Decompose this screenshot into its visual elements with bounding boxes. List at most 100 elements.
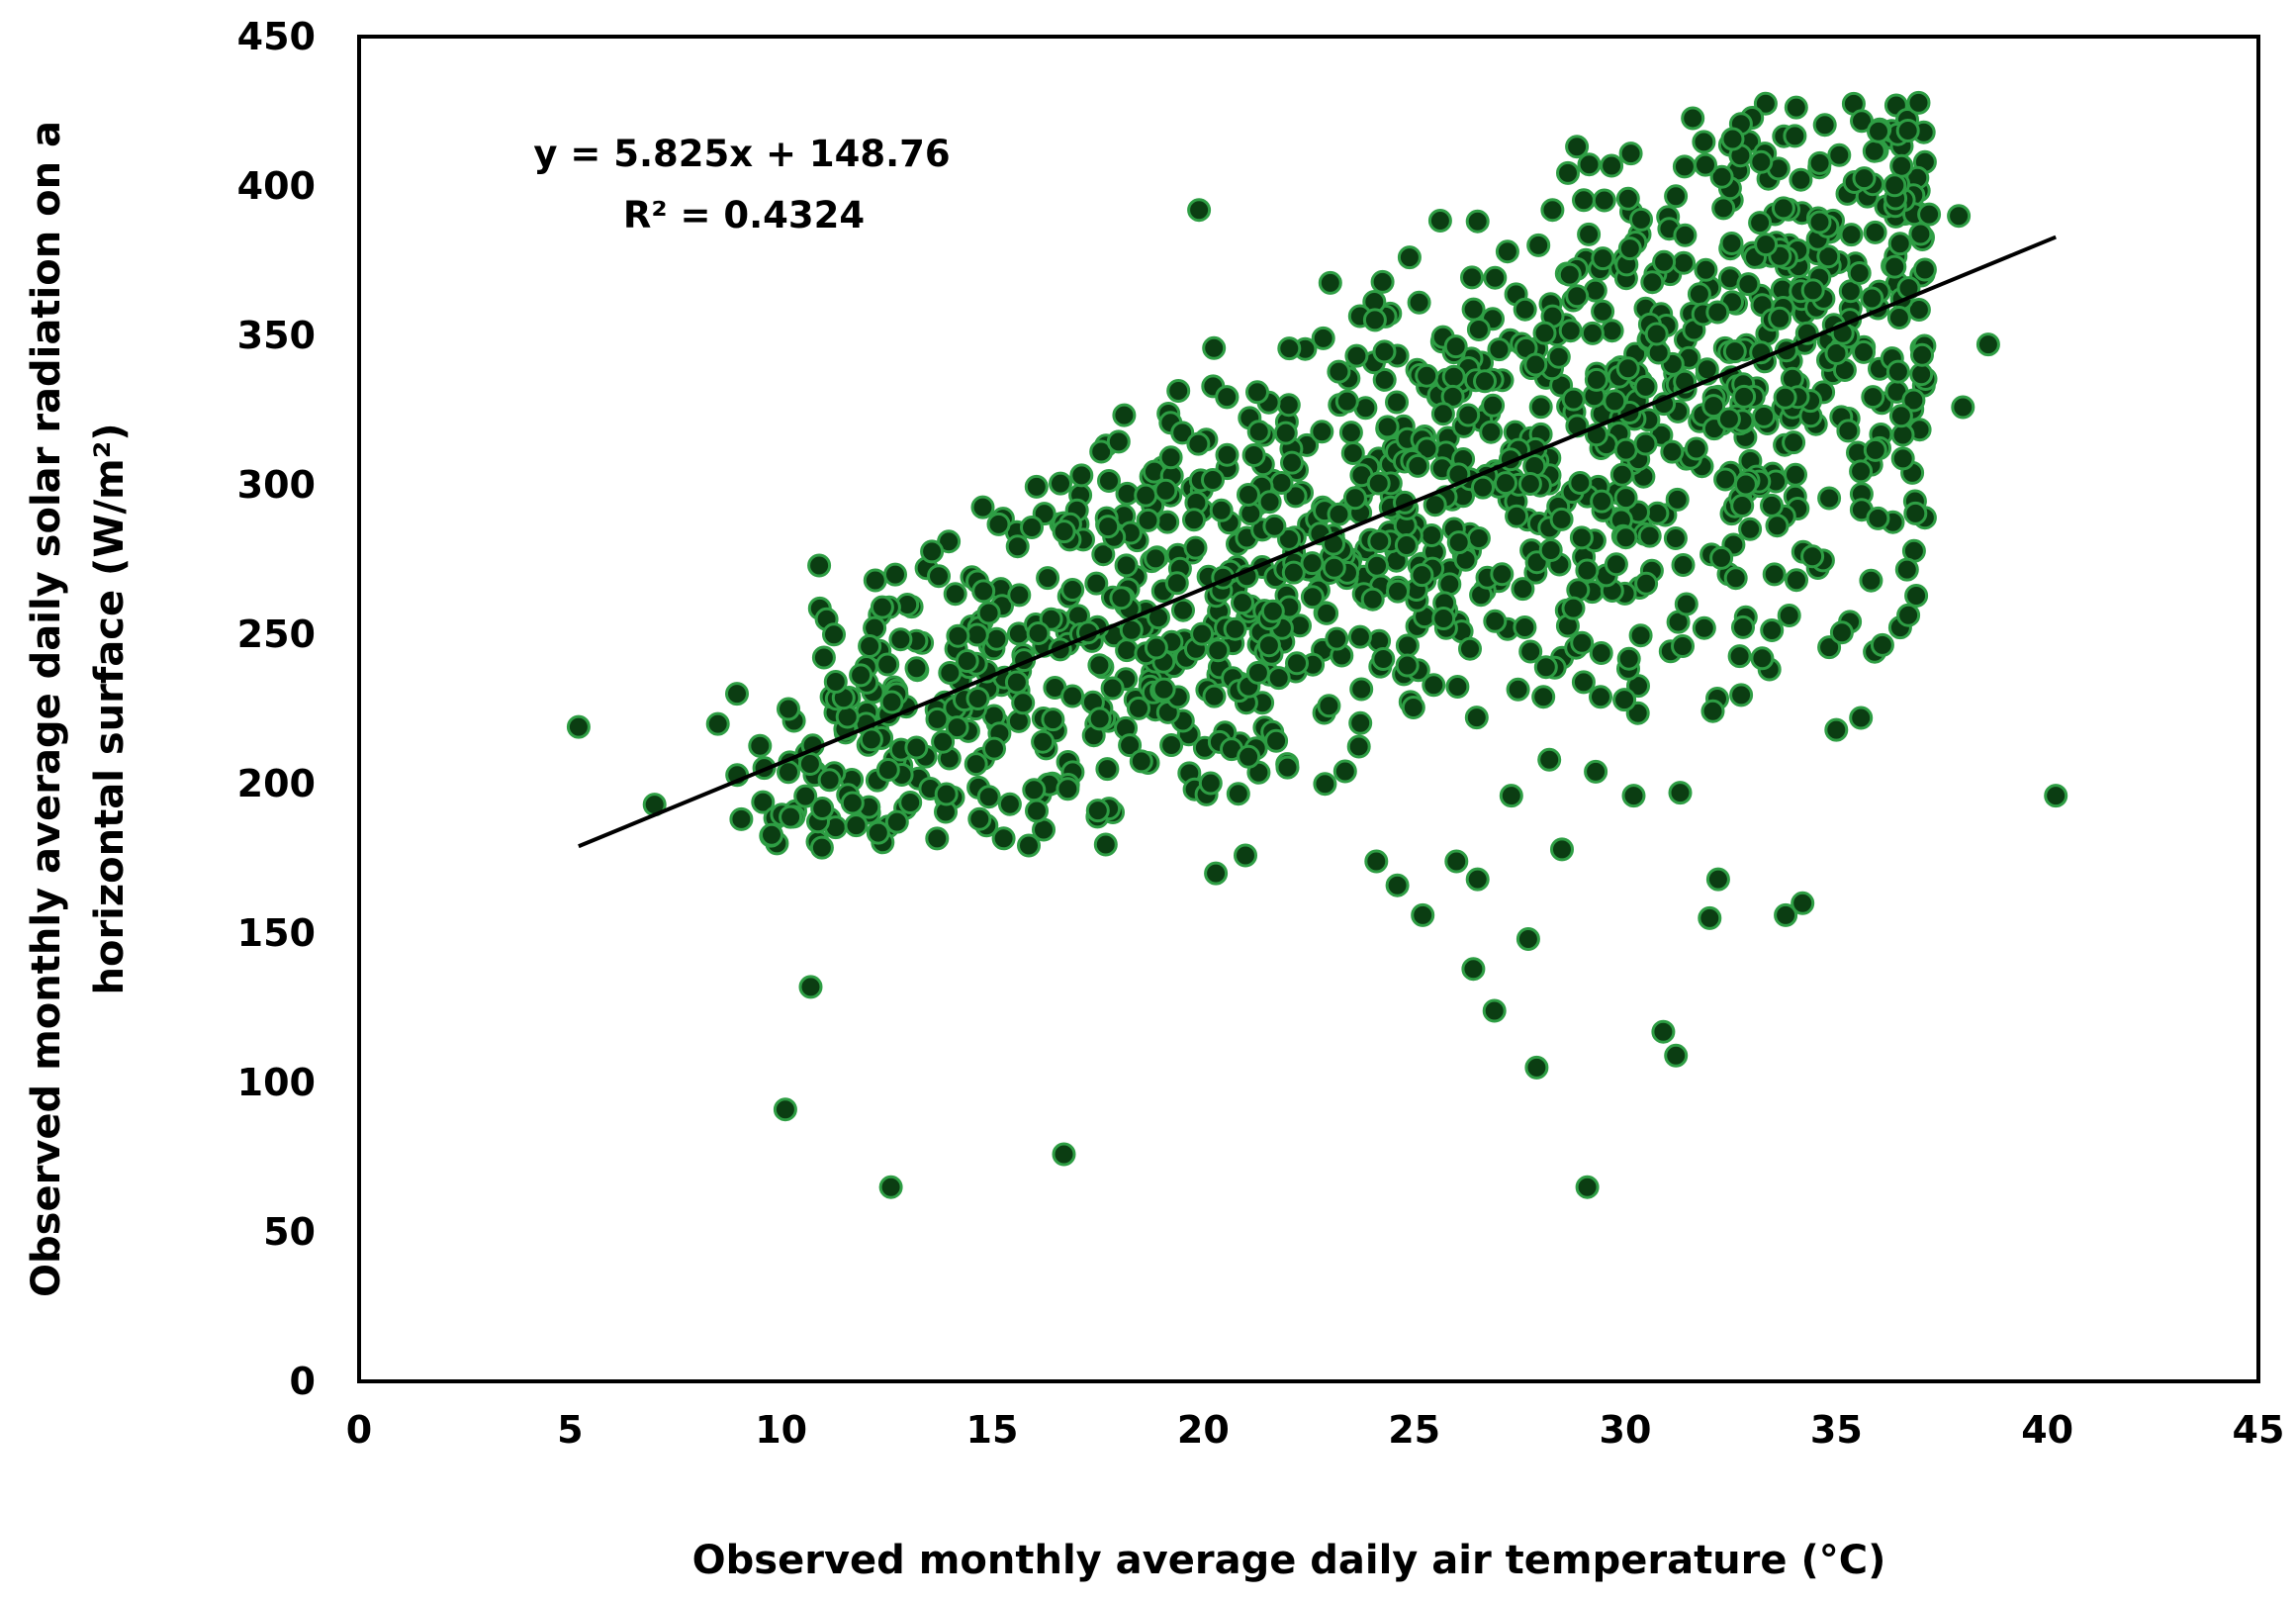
- data-point: [1215, 442, 1240, 467]
- data-point: [1087, 653, 1112, 678]
- data-point: [1716, 407, 1741, 431]
- data-point: [1782, 430, 1806, 455]
- data-point: [725, 682, 749, 707]
- data-point: [1300, 551, 1325, 576]
- data-point: [1752, 404, 1777, 428]
- data-point: [1322, 555, 1346, 580]
- data-point: [1479, 420, 1504, 444]
- data-point: [1204, 861, 1229, 886]
- data-point: [1017, 833, 1041, 858]
- data-point: [920, 539, 945, 564]
- data-point: [1660, 439, 1685, 464]
- data-point: [1584, 367, 1608, 392]
- data-point: [1754, 233, 1779, 257]
- data-point: [1371, 647, 1396, 671]
- data-point: [1600, 319, 1624, 343]
- data-point: [1870, 632, 1894, 657]
- data-point: [1705, 300, 1730, 325]
- data-point: [1895, 119, 1920, 142]
- data-point: [1397, 245, 1422, 270]
- data-point: [1456, 403, 1481, 427]
- y-tick-label: 200: [237, 762, 316, 805]
- data-point: [991, 826, 1016, 851]
- data-point: [1115, 638, 1140, 663]
- data-point: [1549, 507, 1574, 531]
- data-point: [997, 792, 1022, 816]
- data-point: [1375, 415, 1400, 439]
- data-point: [970, 495, 995, 519]
- data-point: [1580, 321, 1605, 345]
- data-point: [986, 512, 1011, 536]
- data-point: [1515, 927, 1540, 951]
- data-point: [1807, 210, 1832, 235]
- data-points: [566, 90, 2068, 1199]
- data-point: [1575, 1175, 1600, 1199]
- data-point: [1589, 641, 1613, 665]
- data-point: [1202, 335, 1227, 360]
- data-point: [1951, 395, 1975, 420]
- y-axis-title-line-1: Observed monthly average daily solar rad…: [24, 121, 69, 1297]
- data-point: [748, 733, 773, 758]
- data-point: [822, 622, 846, 647]
- data-point: [1901, 388, 1926, 413]
- data-point: [1645, 501, 1670, 525]
- data-point: [1852, 339, 1876, 364]
- data-point: [1592, 188, 1616, 213]
- data-point: [1546, 344, 1571, 369]
- data-point: [1589, 685, 1612, 709]
- data-point: [1473, 369, 1497, 394]
- data-point: [1908, 222, 1933, 246]
- data-point: [1052, 519, 1076, 544]
- data-point: [1499, 784, 1523, 808]
- data-point: [1668, 781, 1693, 805]
- data-point: [1385, 390, 1409, 415]
- data-point: [1340, 441, 1365, 465]
- x-tick-label: 45: [2233, 1408, 2285, 1452]
- data-point: [1186, 431, 1211, 456]
- data-point: [1888, 404, 1913, 428]
- y-tick-label: 400: [237, 164, 316, 208]
- data-point: [1713, 467, 1738, 492]
- data-point: [779, 804, 803, 829]
- data-point: [1415, 363, 1439, 388]
- data-point: [1784, 95, 1808, 120]
- data-point: [1600, 153, 1624, 178]
- data-point: [1406, 453, 1430, 478]
- data-point: [1824, 717, 1849, 742]
- data-point: [1561, 387, 1586, 412]
- data-point: [1487, 337, 1512, 362]
- data-point: [1441, 364, 1466, 389]
- data-point: [1533, 655, 1558, 680]
- data-point: [878, 1175, 903, 1199]
- data-point: [1561, 596, 1586, 620]
- data-point: [943, 582, 967, 607]
- data-point: [1532, 321, 1557, 345]
- data-point: [1570, 630, 1595, 655]
- data-point: [1889, 153, 1914, 178]
- data-point: [1237, 744, 1261, 769]
- data-point: [1711, 196, 1736, 221]
- data-point: [1401, 696, 1425, 719]
- data-point: [1558, 319, 1583, 343]
- data-point: [1849, 459, 1874, 484]
- data-point: [1909, 362, 1934, 387]
- data-point: [1847, 261, 1872, 285]
- data-point: [1640, 270, 1665, 295]
- data-point: [1151, 677, 1176, 702]
- data-point: [2044, 784, 2068, 808]
- data-point: [1729, 683, 1754, 707]
- data-point: [1528, 395, 1553, 420]
- data-point: [859, 727, 883, 752]
- data-point: [1733, 472, 1758, 497]
- data-point: [1749, 149, 1774, 174]
- data-point: [1730, 494, 1755, 518]
- data-point: [1026, 621, 1051, 645]
- x-axis-ticks: 0 5 10 15 20 25 30 35 40 45: [346, 1408, 2285, 1452]
- data-point: [1829, 620, 1854, 645]
- data-point: [1629, 207, 1653, 232]
- data-point: [1443, 334, 1468, 359]
- data-point: [925, 707, 950, 731]
- data-point: [1395, 633, 1420, 658]
- data-point: [1917, 202, 1942, 227]
- data-point: [1372, 339, 1397, 364]
